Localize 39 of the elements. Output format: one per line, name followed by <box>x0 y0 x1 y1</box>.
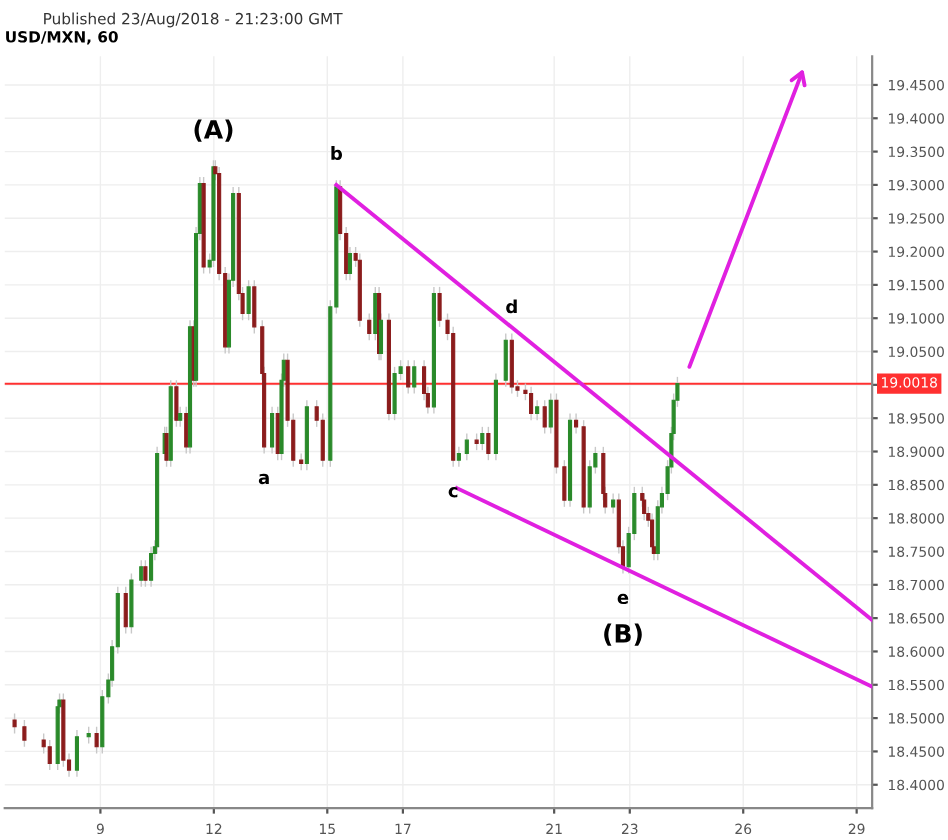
annotation: (B) <box>604 623 642 646</box>
annotation: b <box>331 146 343 161</box>
candlestick <box>123 586 128 635</box>
candlestick <box>535 399 540 421</box>
annotation: a <box>258 473 269 485</box>
candlestick <box>611 492 616 515</box>
candlestick <box>480 426 485 451</box>
candlestick <box>456 446 461 468</box>
candlestick <box>406 359 411 395</box>
candlestick <box>548 392 553 435</box>
candlestick <box>174 379 179 428</box>
annotation: e <box>617 593 629 605</box>
candlestick <box>129 572 134 635</box>
candlestick <box>367 312 372 341</box>
candlestick <box>74 729 80 778</box>
candlestick <box>22 719 27 748</box>
candlestick <box>12 712 17 735</box>
candlestick <box>464 432 469 461</box>
candlestick <box>392 366 397 421</box>
candlestick <box>252 279 257 335</box>
candlestick <box>94 726 99 755</box>
candlestick <box>47 739 52 771</box>
annotation: d <box>506 299 517 314</box>
candlestick <box>246 279 251 321</box>
candlestick <box>486 426 491 461</box>
candlestick <box>529 386 534 421</box>
candlestick <box>320 412 325 468</box>
candlestick <box>299 452 304 471</box>
candlestick <box>503 332 508 388</box>
annotation: c <box>448 487 458 498</box>
candlestick <box>149 546 154 588</box>
candlestick <box>412 359 417 395</box>
candlestick <box>509 332 514 395</box>
candlestick <box>139 559 144 588</box>
candlestick <box>542 399 547 435</box>
candlestick <box>270 406 275 455</box>
candlestick <box>437 286 442 328</box>
annotation: (A) <box>194 119 233 142</box>
candlestick <box>143 559 148 588</box>
